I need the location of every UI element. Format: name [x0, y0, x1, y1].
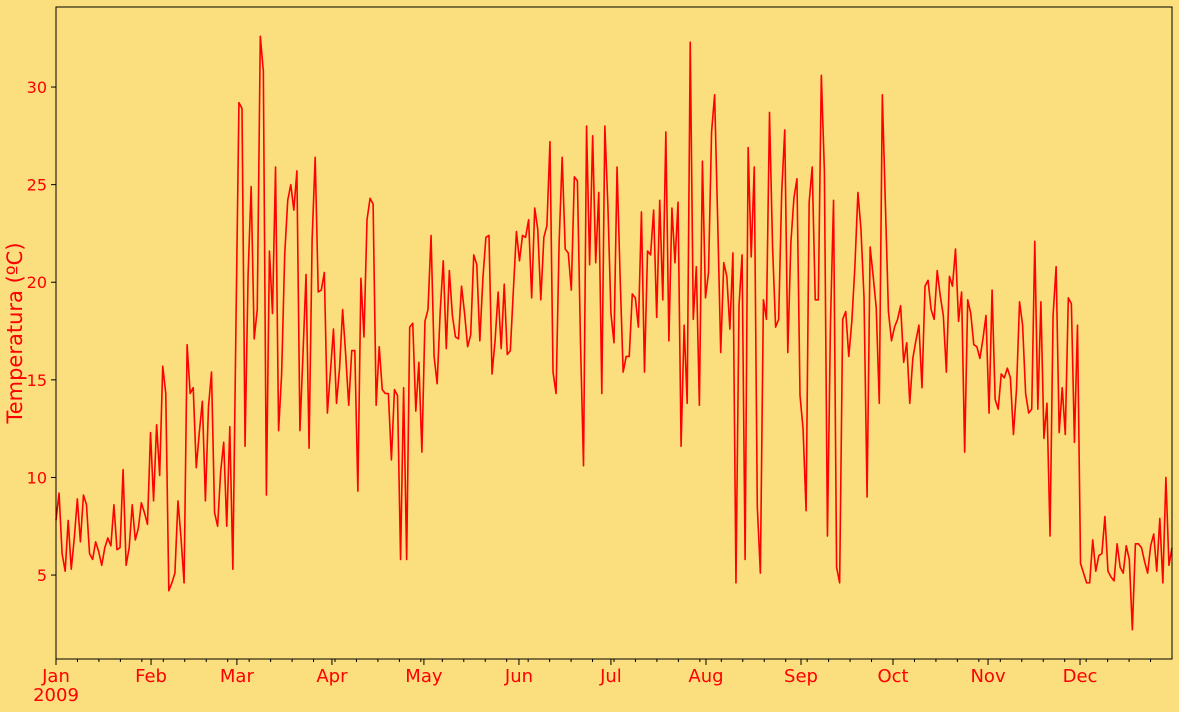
x-tick-label: Jul [599, 666, 622, 687]
x-tick-label: Apr [316, 666, 348, 687]
y-tick-label: 15 [27, 371, 47, 390]
y-axis-label: Temperatura (ºC) [3, 242, 27, 424]
plot-frame [55, 6, 1173, 660]
y-tick-label: 25 [27, 176, 47, 195]
y-tick-label: 30 [27, 78, 47, 97]
y-axis-ticks: 5 10 15 20 25 30 [27, 78, 56, 585]
x-tick-label: Jun [504, 666, 533, 687]
x-tick-label: May [405, 666, 443, 687]
temperature-series-line [55, 35, 1173, 631]
x-tick-label: Mar [220, 666, 255, 687]
x-tick-label: Dec [1063, 666, 1098, 687]
x-axis-year-label: 2009 [33, 685, 79, 706]
y-tick-label: 5 [37, 566, 47, 585]
y-tick-label: 10 [27, 468, 47, 487]
y-tick-label: 20 [27, 273, 47, 292]
x-tick-label: Jan [41, 666, 70, 687]
x-tick-label: Nov [970, 666, 1005, 687]
series-layer [55, 35, 1173, 631]
x-tick-label: Sep [784, 666, 818, 687]
x-tick-label: Aug [688, 666, 723, 687]
x-tick-label: Oct [877, 666, 908, 687]
x-axis-ticks: Jan Feb Mar Apr May Jun Jul Aug Sep Oct Nov Dec [41, 659, 1152, 687]
x-tick-label: Feb [135, 666, 167, 687]
